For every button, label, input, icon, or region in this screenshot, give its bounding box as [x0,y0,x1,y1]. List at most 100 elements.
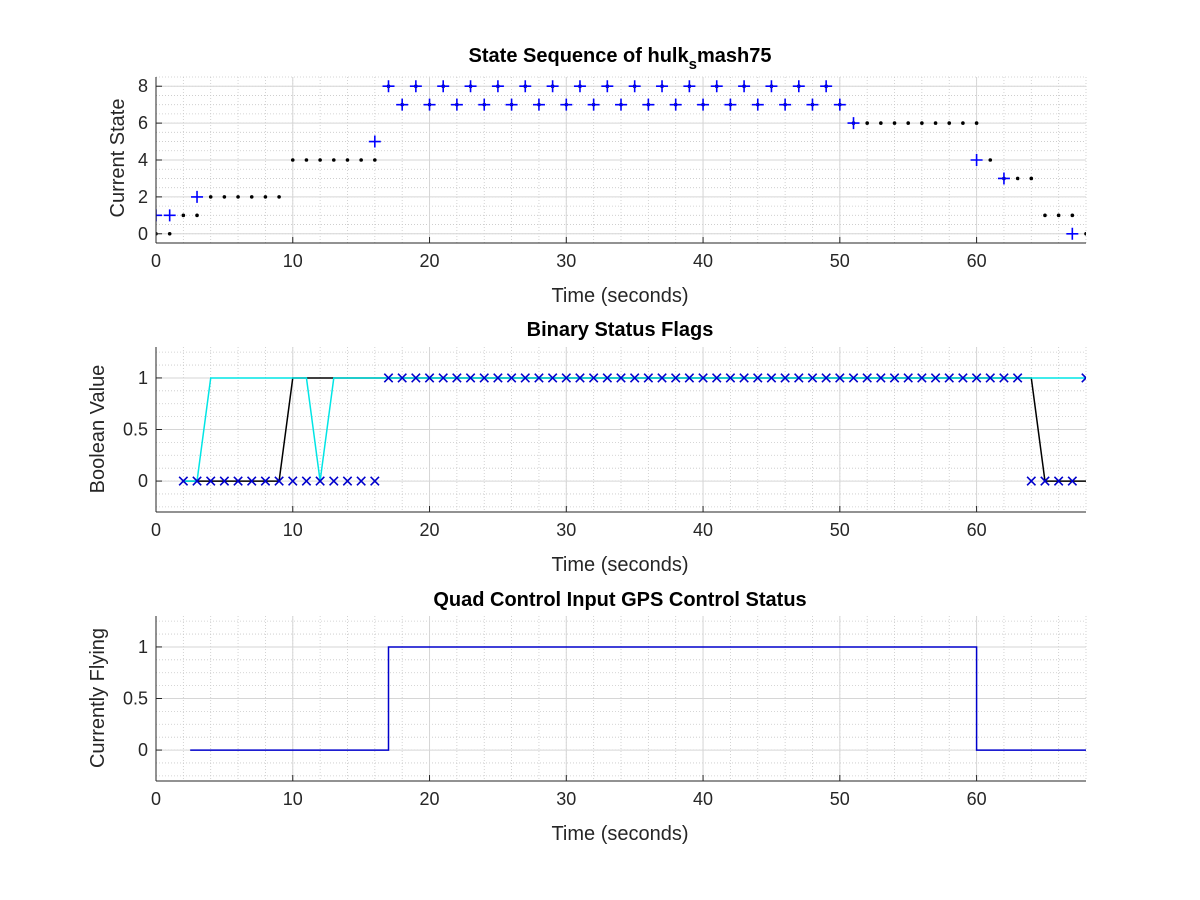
data-point [643,373,654,383]
data-point [192,476,202,486]
x-tick-label: 10 [283,251,303,271]
data-point [628,80,641,93]
series-line [190,646,1086,751]
y-tick-label: 1 [138,637,148,657]
data-point [670,373,681,383]
data-point [222,195,227,199]
data-point [961,121,965,125]
data-point [260,476,271,486]
y-tick-label: 8 [138,76,148,96]
data-point [331,158,336,162]
data-point [738,80,751,93]
data-point [657,373,667,383]
data-point [656,80,669,93]
data-point [208,195,213,199]
data-point [356,476,366,486]
data-point [697,98,710,111]
plot-title: Binary Status Flags [527,319,714,341]
data-point [246,476,257,486]
x-tick-label: 20 [420,789,440,809]
data-point [1053,476,1064,486]
data-point [629,373,640,383]
x-tick-label: 20 [420,251,440,271]
x-tick-label: 60 [967,520,987,540]
data-point [847,117,860,130]
data-point [833,98,846,111]
data-point [195,213,199,218]
data-point [710,80,723,93]
y-tick-label: 0.5 [123,689,148,709]
y-axis-label: Boolean Value [87,365,109,494]
y-tick-label: 6 [138,113,148,133]
data-point [409,80,422,93]
data-point [373,158,377,162]
data-point [397,373,407,383]
data-point [985,373,996,383]
data-point [519,80,532,93]
data-point [669,98,682,111]
data-point [575,373,585,383]
data-point [1056,213,1061,218]
x-tick-label: 50 [830,789,850,809]
plot-title: State Sequence of hulksmash75 [469,45,772,73]
data-point [917,373,927,383]
data-point [820,80,833,93]
data-point [601,80,614,93]
data-point [999,373,1009,383]
y-tick-label: 2 [138,187,148,207]
data-point [806,98,819,111]
data-point [821,373,831,383]
x-tick-label: 20 [420,520,440,540]
data-point [615,98,627,111]
data-point [301,476,312,486]
data-point [997,172,1010,185]
data-point [684,373,695,383]
x-tick-label: 10 [283,520,303,540]
data-point [233,476,243,486]
data-point [1012,373,1023,383]
x-tick-label: 40 [693,251,713,271]
data-point [1084,231,1086,236]
y-tick-label: 0 [138,224,148,244]
data-point [616,373,626,383]
data-point [1040,476,1050,486]
data-point [205,476,216,486]
data-point [383,373,394,383]
data-point [906,121,911,125]
data-point [848,373,859,383]
data-point [359,158,363,162]
data-point [933,121,938,125]
data-point [493,373,503,383]
data-point [534,373,544,383]
x-axis-label: Time (seconds) [551,823,688,845]
data-point [452,373,462,383]
y-tick-label: 4 [138,150,148,170]
data-point [411,373,421,383]
x-tick-label: 60 [967,789,987,809]
plot-title: Quad Control Input GPS Control Status [433,589,806,611]
data-point [382,80,395,93]
data-point [974,121,979,125]
data-point [587,98,600,111]
data-point [438,373,448,383]
data-point [903,373,913,383]
data-point [532,98,545,111]
y-axis-label: Currently Flying [87,628,109,768]
data-point [862,373,872,383]
gps-control-status-plot: Quad Control Input GPS Control Status 0 1… [87,589,1087,845]
y-tick-label: 0 [138,740,148,760]
data-point [751,98,764,111]
x-tick-label: 50 [830,251,850,271]
x-tick-label: 10 [283,789,303,809]
data-point [642,98,655,111]
data-point [807,373,818,383]
data-point [879,121,883,125]
data-point [274,476,284,486]
x-tick-label: 40 [693,520,713,540]
data-point [368,135,381,148]
data-point [236,195,240,199]
data-point [970,154,983,166]
data-point [506,373,517,383]
y-tick-label: 0 [138,471,148,491]
